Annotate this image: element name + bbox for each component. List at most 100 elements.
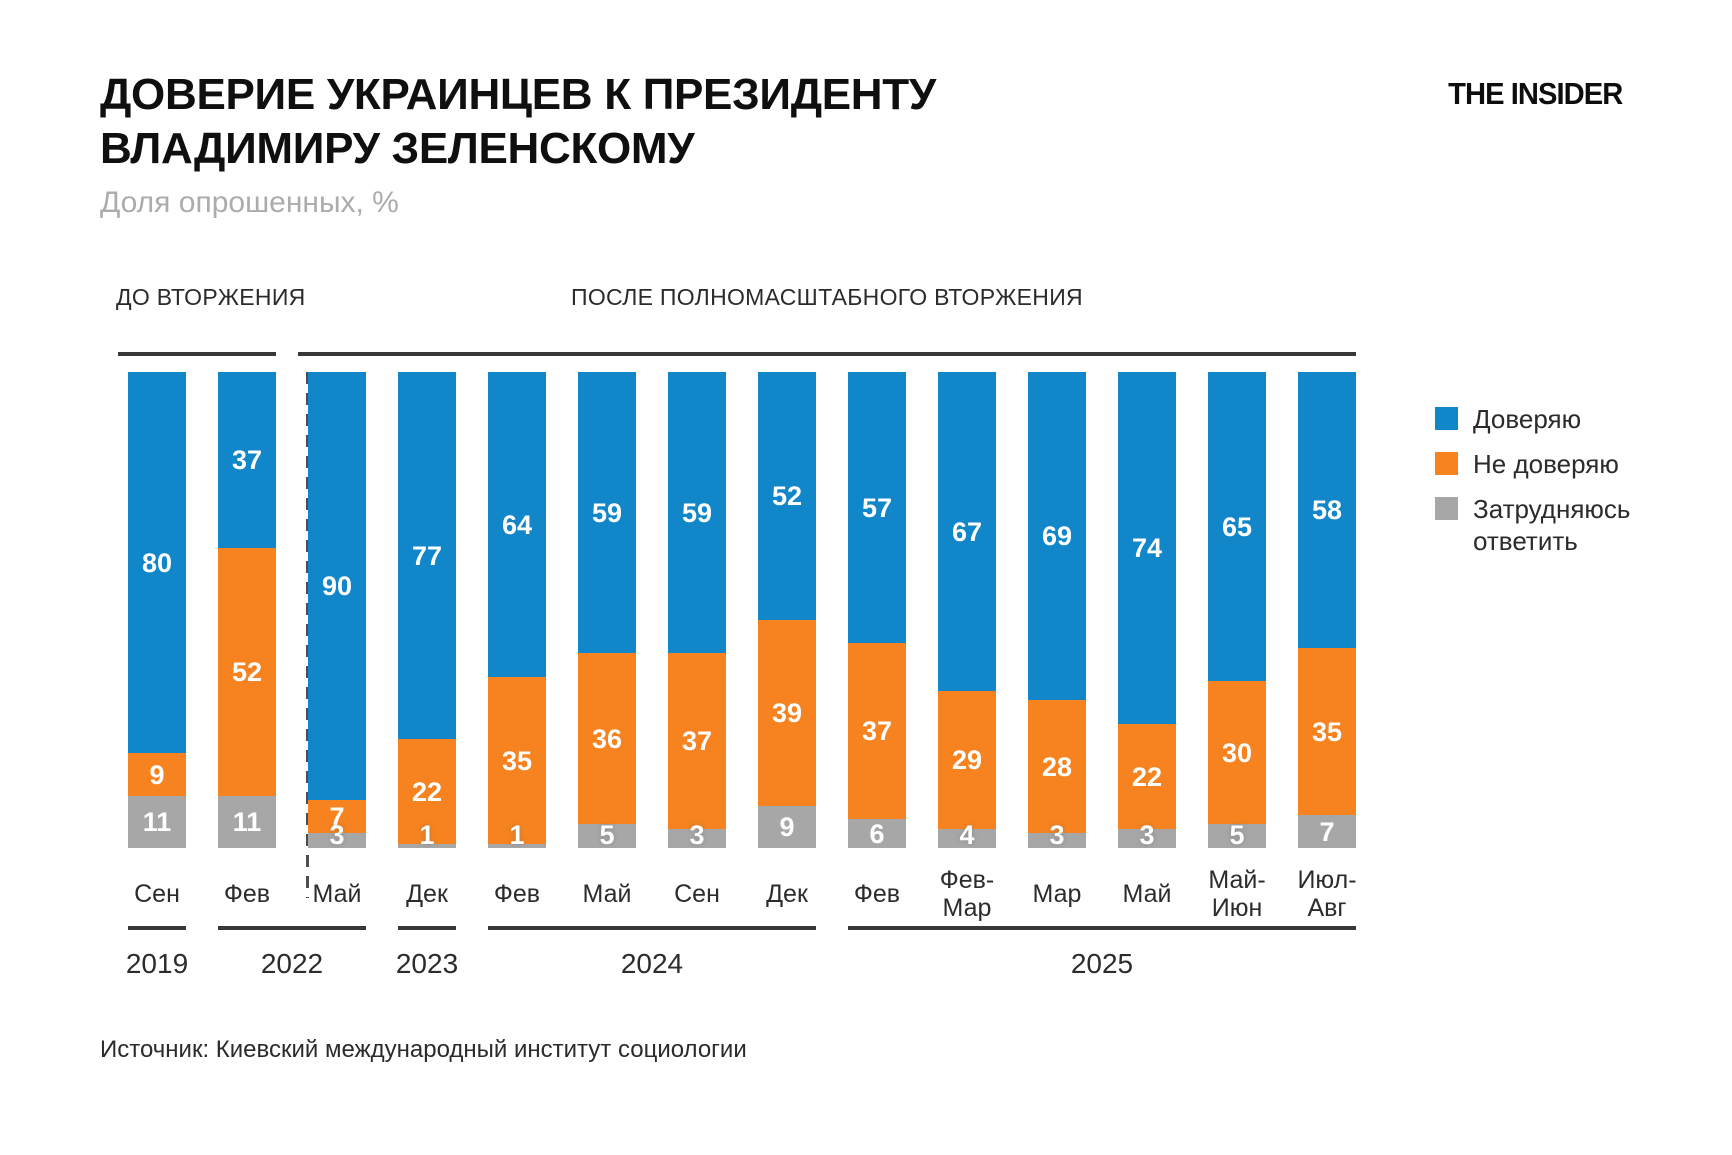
month-label-7: Дек	[766, 880, 808, 908]
bar-13-distrust	[1298, 648, 1356, 815]
legend-label-2: Затрудняюсь ответить	[1473, 494, 1631, 556]
year-rule-2025	[848, 926, 1356, 930]
section-rule-1	[298, 352, 1356, 356]
bar-9-distrust	[938, 691, 996, 829]
value-label-1-undecided: 11	[232, 807, 262, 837]
bar-8-trust	[848, 372, 906, 643]
bar-2-undecided	[308, 833, 366, 848]
value-label-0-distrust: 9	[149, 759, 165, 790]
value-label-5-distrust: 36	[591, 723, 623, 754]
value-label-13-distrust: 35	[1311, 716, 1343, 747]
year-rule-2024	[488, 926, 816, 930]
value-label-5-undecided: 5	[599, 820, 615, 850]
legend-label-0: Доверяю	[1473, 404, 1582, 434]
bar-6-distrust	[668, 653, 726, 829]
value-label-4-undecided: 1	[509, 820, 525, 850]
year-label-2019: 2019	[125, 948, 189, 979]
title-line-2: ВЛАДИМИРУ ЗЕЛЕНСКОМУ	[100, 124, 695, 173]
value-label-9-trust: 67	[951, 516, 983, 547]
bar-1-distrust	[218, 548, 276, 796]
month-label-13: Июл- Авг	[1297, 866, 1357, 922]
value-label-12-undecided: 5	[1229, 820, 1245, 850]
value-label-11-undecided: 3	[1139, 820, 1155, 850]
bar-3-undecided	[398, 844, 456, 848]
value-label-2-undecided: 3	[329, 820, 345, 850]
value-label-12-trust: 65	[1221, 511, 1253, 542]
value-label-13-undecided: 7	[1319, 816, 1335, 847]
value-label-13-trust: 58	[1311, 495, 1343, 525]
brand-logo: THE INSIDER	[1447, 76, 1623, 111]
bar-1-trust	[218, 372, 276, 548]
value-label-0-trust: 80	[141, 547, 173, 578]
bar-7-undecided	[758, 806, 816, 848]
legend-swatch-2	[1435, 497, 1458, 520]
value-label-9-undecided: 4	[959, 820, 975, 850]
value-label-0-undecided: 11	[142, 807, 172, 837]
year-label-2025: 2025	[1070, 948, 1134, 979]
legend-swatch-0	[1435, 407, 1458, 430]
value-label-6-trust: 59	[681, 497, 713, 528]
bar-12-trust	[1208, 372, 1266, 681]
month-label-10: Мар	[1032, 880, 1082, 908]
legend: Доверяю Не доверяю Затрудняюсь ответить	[1435, 403, 1725, 573]
value-label-2-trust: 90	[321, 571, 353, 601]
chart-subtitle: Доля опрошенных, %	[100, 186, 399, 219]
title-line-1: ДОВЕРИЕ УКРАИНЦЕВ К ПРЕЗИДЕНТУ	[100, 70, 936, 119]
month-label-12: Май- Июн	[1208, 866, 1266, 922]
value-label-1-distrust: 52	[231, 657, 263, 687]
bar-13-trust	[1298, 372, 1356, 648]
bar-12-distrust	[1208, 681, 1266, 824]
bar-10-trust	[1028, 372, 1086, 700]
value-label-9-distrust: 29	[951, 745, 983, 775]
value-label-8-trust: 57	[861, 492, 893, 523]
value-label-10-trust: 69	[1041, 521, 1073, 551]
bar-6-undecided	[668, 829, 726, 848]
year-label-2024: 2024	[620, 948, 684, 979]
bar-1-undecided	[218, 796, 276, 848]
section-label-1: ПОСЛЕ ПОЛНОМАСШТАБНОГО ВТОРЖЕНИЯ	[571, 284, 1083, 310]
value-label-7-distrust: 39	[771, 698, 803, 728]
value-label-1-trust: 37	[231, 445, 263, 475]
month-label-8: Фев	[853, 880, 901, 908]
bar-3-trust	[398, 372, 456, 739]
page-title: ДОВЕРИЕ УКРАИНЦЕВ К ПРЕЗИДЕНТУ ВЛАДИМИРУ…	[100, 68, 936, 176]
bar-9-undecided	[938, 829, 996, 848]
legend-swatch-1	[1435, 452, 1458, 475]
year-label-2023: 2023	[395, 948, 459, 979]
value-label-5-trust: 59	[591, 497, 623, 528]
bar-6-trust	[668, 372, 726, 653]
divider-dashed-line	[306, 372, 309, 898]
bar-4-trust	[488, 372, 546, 677]
value-label-8-distrust: 37	[861, 716, 893, 746]
bar-2-distrust	[308, 800, 366, 833]
bar-4-undecided	[488, 844, 546, 848]
value-label-6-undecided: 3	[689, 820, 705, 850]
month-label-3: Дек	[406, 880, 448, 908]
value-label-2-distrust: 7	[329, 801, 345, 832]
bar-7-distrust	[758, 620, 816, 806]
year-rule-2023	[398, 926, 456, 930]
month-label-6: Сен	[674, 880, 720, 908]
value-label-4-distrust: 35	[501, 745, 533, 776]
month-label-2: Май	[312, 880, 362, 908]
value-label-3-undecided: 1	[419, 820, 435, 850]
bar-5-undecided	[578, 824, 636, 848]
bar-10-distrust	[1028, 700, 1086, 833]
value-label-3-trust: 77	[411, 540, 443, 571]
bar-11-distrust	[1118, 724, 1176, 829]
bar-0-trust	[128, 372, 186, 753]
bar-12-undecided	[1208, 824, 1266, 848]
value-label-7-undecided: 9	[779, 812, 795, 842]
value-label-10-distrust: 28	[1041, 751, 1073, 782]
year-rule-2019	[128, 926, 186, 930]
month-label-4: Фев	[493, 880, 541, 908]
bar-4-distrust	[488, 677, 546, 844]
value-label-6-distrust: 37	[681, 726, 713, 756]
month-label-5: Май	[582, 880, 632, 908]
section-label-0: ДО ВТОРЖЕНИЯ	[116, 284, 306, 310]
value-label-10-undecided: 3	[1049, 820, 1065, 850]
bar-9-trust	[938, 372, 996, 691]
month-label-0: Сен	[134, 880, 180, 908]
